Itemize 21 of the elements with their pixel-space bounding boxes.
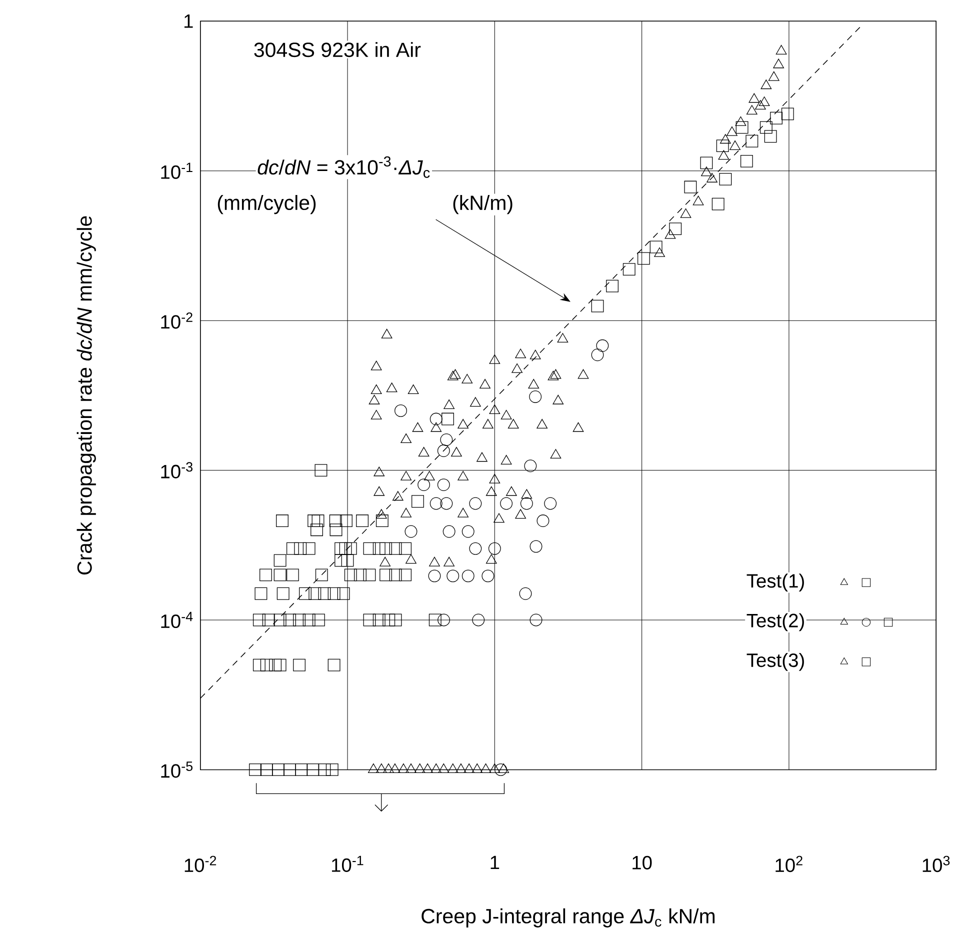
y-tick-label: 1 (184, 14, 193, 28)
x-tick-label: 10 (632, 856, 652, 870)
legend-label: Test(3) (746, 653, 804, 671)
y-tick-label: 10$^{-3}$ (161, 462, 192, 479)
x-tick-label: 10$^{-1}$ (332, 856, 364, 872)
y-tick-label: 10$^{-4}$ (161, 612, 193, 628)
y-axis-title: Crack propagation rate dc/dN mm/cycle (76, 216, 96, 575)
annotation: (kN/m) (453, 195, 512, 214)
x-tick-label: 10$^{3}$ (922, 856, 950, 872)
annotation: 304SS 923K in Air (254, 42, 421, 58)
legend-label: Test(2) (746, 613, 804, 632)
annotation: (mm/cycle) (218, 195, 316, 214)
x-tick-label: 1 (490, 856, 500, 870)
y-tick-label: 10$^{-2}$ (161, 312, 192, 329)
x-tick-label: 10$^{2}$ (776, 856, 802, 872)
x-axis-title: Creep J-integral range ΔJ$_{c}$ kN/m (422, 908, 715, 928)
x-tick-label: 10$^{-2}$ (184, 856, 216, 872)
y-tick-label: 10$^{-5}$ (161, 762, 193, 778)
annotation: dc/dN = 3x10$^{-3}$·ΔJ$_{c}$ (258, 156, 430, 178)
y-tick-label: 10$^{-1}$ (161, 162, 192, 180)
legend-label: Test(1) (746, 574, 804, 592)
